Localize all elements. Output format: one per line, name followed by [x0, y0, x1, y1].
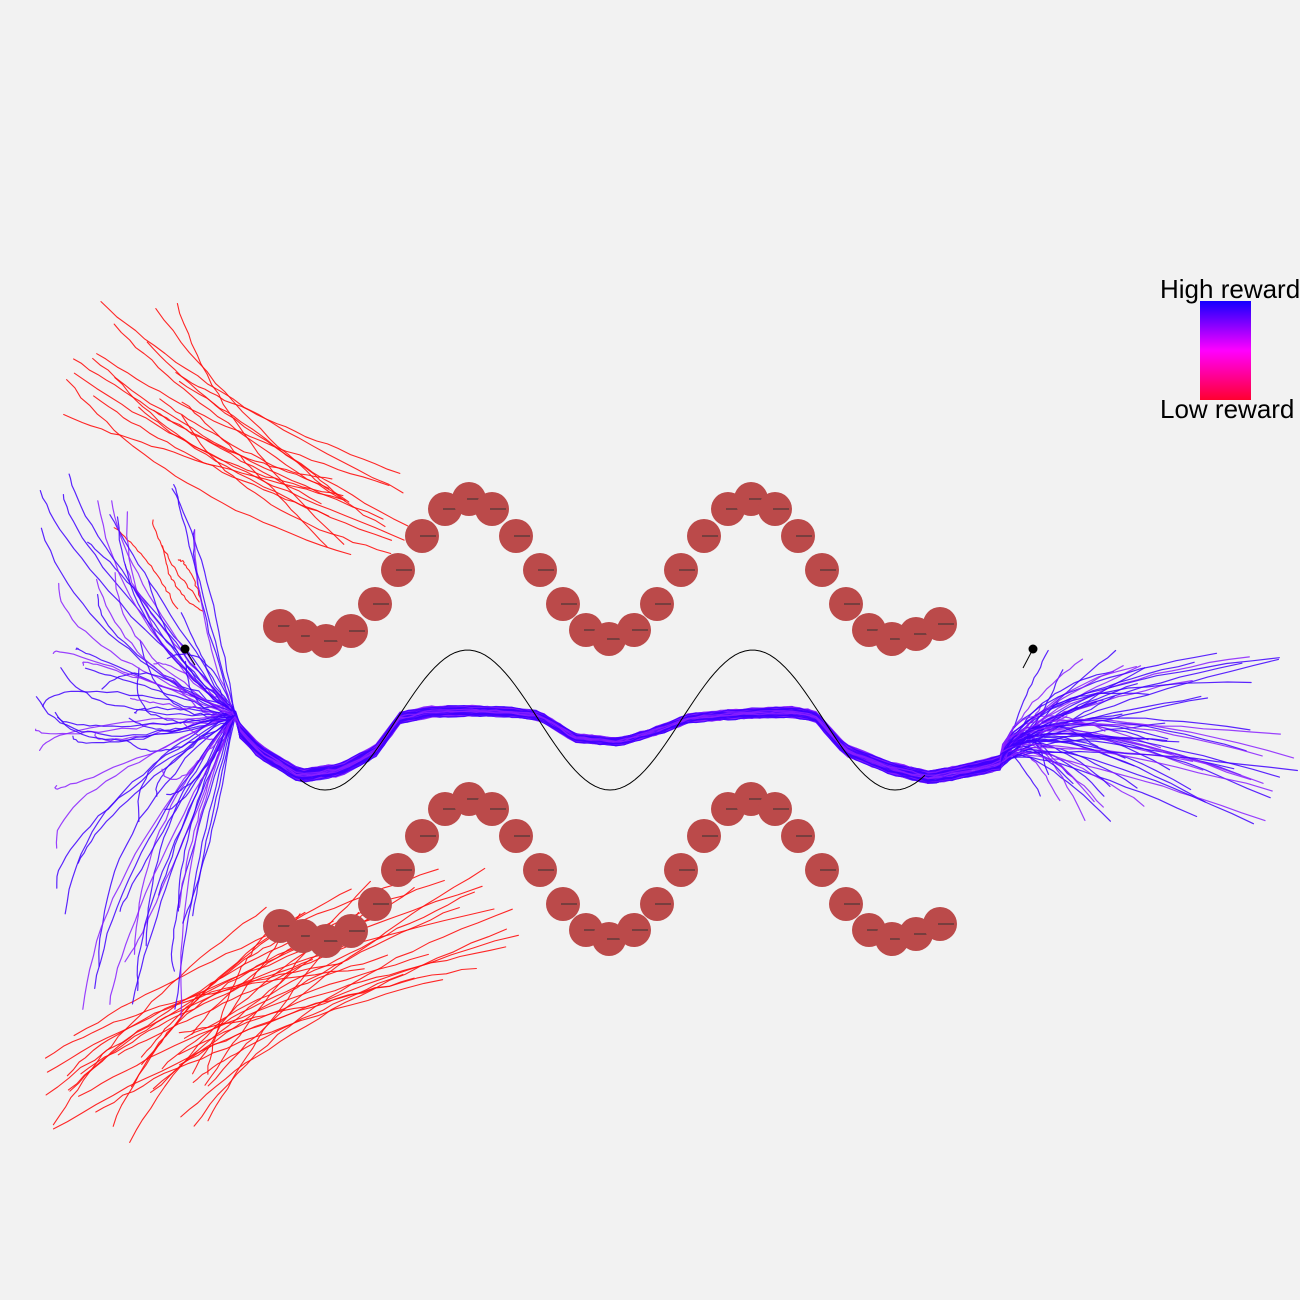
start-marker: [180, 644, 190, 654]
low-reward-trajectory: [92, 357, 384, 520]
low-reward-trajectory: [178, 380, 350, 503]
low-reward-trajectory: [73, 372, 405, 541]
low-reward-trajectory: [181, 414, 392, 555]
low-reward-trajectory: [159, 398, 330, 489]
low-reward-trajectory: [63, 413, 346, 501]
low-reward-trajectory: [193, 908, 513, 1127]
low-reward-trajectory: [78, 953, 429, 1097]
low-reward-trajectory: [117, 945, 344, 1056]
obstacle-row-bottom: [263, 782, 957, 958]
high-reward-trajectory: [182, 652, 1218, 924]
high-reward-trajectory: [96, 578, 1124, 784]
low-reward-trajectory: [155, 308, 386, 528]
low-reward-trajectory: [44, 968, 365, 1059]
high-reward-trajectory: [137, 712, 1251, 823]
low-reward-trajectory: [152, 519, 200, 603]
low-reward-trajectory: [66, 962, 343, 1077]
low-reward-trajectory: [96, 353, 390, 487]
legend-low-label: Low reward: [1160, 394, 1294, 424]
low-reward-trajectory: [180, 928, 507, 1118]
high-reward-trajectory: [153, 661, 1104, 773]
goal-marker: [1028, 644, 1038, 654]
high-reward-trajectory: [130, 697, 1145, 807]
reference-sine-path: [299, 649, 926, 791]
high-reward-trajectory: [39, 706, 1078, 774]
low-reward-trajectories: [44, 301, 519, 1143]
low-reward-trajectory: [192, 973, 404, 1083]
low-reward-trajectory: [183, 891, 475, 1039]
low-reward-trajectory: [177, 559, 203, 602]
high-reward-trajectory: [183, 709, 1104, 808]
low-reward-trajectory: [46, 885, 483, 1073]
low-reward-trajectory: [161, 954, 389, 1070]
low-reward-trajectory: [93, 395, 330, 517]
low-reward-trajectory: [161, 545, 204, 612]
low-reward-trajectory: [191, 879, 445, 1035]
low-reward-trajectory: [138, 406, 344, 497]
low-reward-trajectory: [100, 301, 404, 494]
low-reward-trajectory: [95, 979, 444, 1113]
low-reward-trajectory: [204, 880, 371, 1086]
low-reward-trajectory: [146, 341, 409, 527]
reward-legend: High reward Low reward: [1160, 274, 1300, 424]
obstacle-row-top: [263, 482, 957, 658]
low-reward-trajectory: [52, 906, 267, 1126]
low-reward-trajectory: [45, 908, 495, 1096]
low-reward-trajectory: [114, 377, 393, 541]
low-reward-trajectory: [175, 372, 401, 474]
high-reward-trajectory: [109, 714, 1106, 1005]
high-reward-trajectory: [166, 708, 1041, 797]
high-reward-trajectory: [109, 514, 1198, 818]
low-reward-trajectory: [113, 323, 341, 500]
high-reward-trajectory: [192, 707, 1135, 917]
low-reward-trajectory: [178, 967, 477, 1066]
low-reward-trajectory: [176, 302, 345, 545]
high-reward-trajectory: [119, 692, 1150, 912]
low-reward-trajectory: [178, 946, 507, 1055]
low-reward-trajectory: [80, 959, 313, 1075]
high-reward-trajectory: [177, 710, 1192, 912]
high-reward-trajectories: [35, 473, 1298, 1018]
high-reward-trajectory: [52, 650, 1295, 776]
high-reward-trajectory: [94, 697, 1209, 989]
legend-high-label: High reward: [1160, 274, 1300, 304]
low-reward-trajectory: [66, 379, 352, 556]
high-reward-trajectory: [184, 660, 1073, 778]
legend-colorbar: [1200, 301, 1251, 400]
low-reward-trajectory: [178, 977, 415, 1034]
high-reward-trajectory: [180, 666, 1137, 1018]
low-reward-trajectory: [152, 907, 460, 1090]
low-reward-trajectory: [130, 888, 352, 1088]
high-reward-trajectory: [124, 563, 1095, 803]
high-reward-trajectory: [116, 516, 1298, 783]
